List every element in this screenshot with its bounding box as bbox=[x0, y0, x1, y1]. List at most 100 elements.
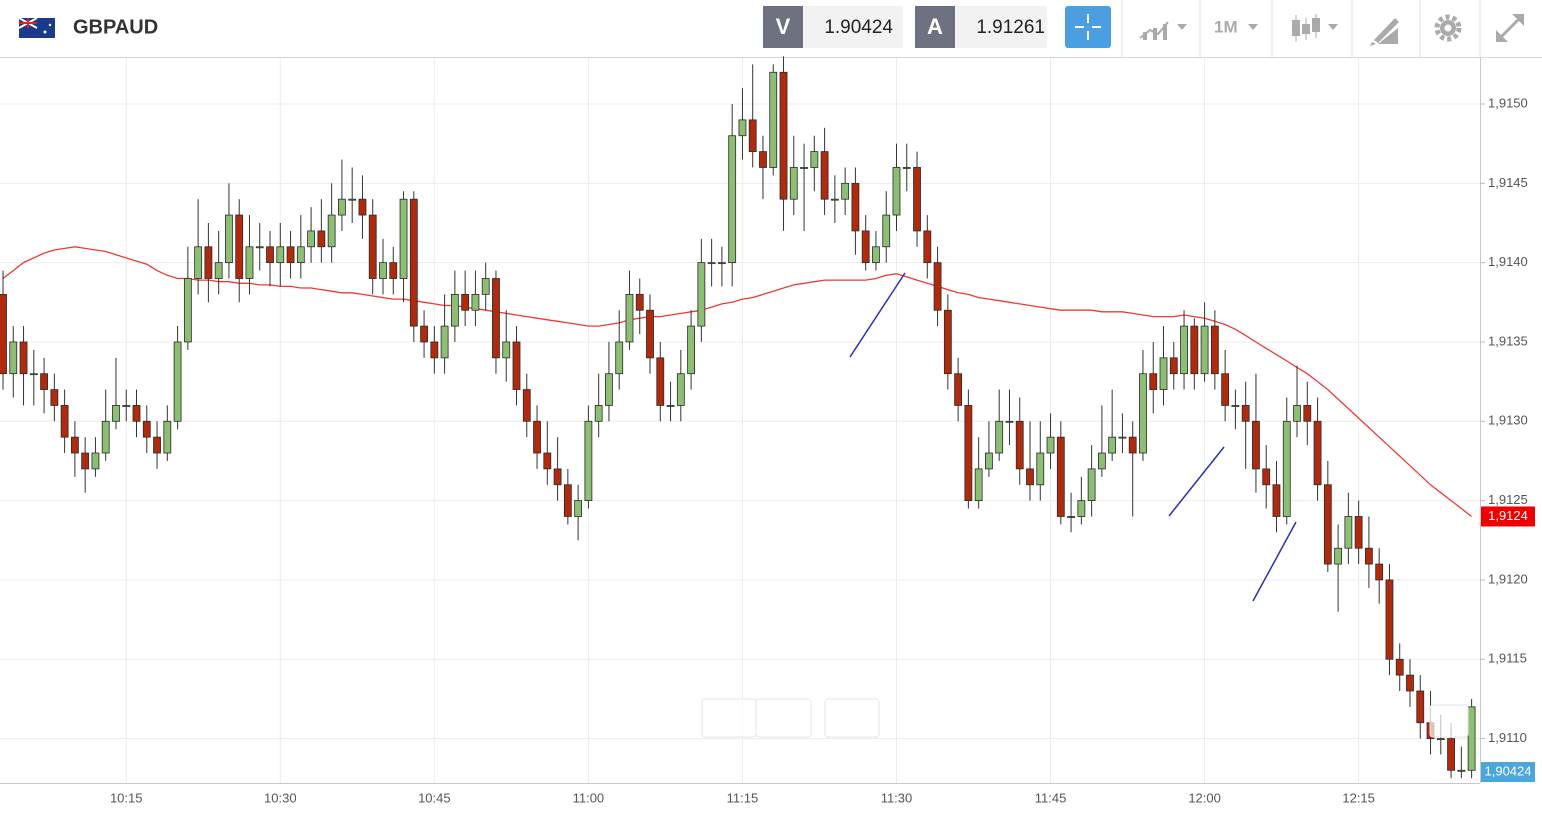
candle-body bbox=[728, 135, 737, 264]
x-tick-label: 10:45 bbox=[418, 790, 451, 805]
moving-average bbox=[2, 246, 1472, 518]
candle-body bbox=[861, 230, 870, 264]
candle-body bbox=[0, 293, 7, 375]
candle-body bbox=[964, 405, 973, 502]
candle-body bbox=[461, 293, 470, 311]
faded-controls bbox=[701, 698, 1469, 738]
sell-price: 1.90424 bbox=[824, 17, 893, 38]
candle-style-button[interactable] bbox=[1292, 14, 1338, 42]
toolbar-separators bbox=[1121, 0, 1481, 57]
candle-body bbox=[1436, 738, 1445, 740]
candle-body bbox=[255, 246, 264, 249]
candle-body bbox=[1385, 579, 1394, 660]
candle-body bbox=[235, 214, 244, 279]
timeframe-button[interactable]: 1M bbox=[1214, 17, 1238, 36]
y-tick-label: 1,9145 bbox=[1488, 175, 1528, 190]
candle-body bbox=[142, 420, 151, 438]
candle-body bbox=[759, 151, 767, 168]
x-tick-label: 11:15 bbox=[727, 790, 759, 805]
candle-body bbox=[266, 246, 274, 264]
candle-body bbox=[954, 373, 963, 406]
candle-body bbox=[769, 71, 778, 168]
drawing-button[interactable] bbox=[1370, 18, 1399, 46]
candle-body bbox=[296, 246, 305, 264]
candle-body bbox=[1354, 516, 1363, 549]
last-price-label: 1,90424 bbox=[1485, 763, 1532, 778]
candle-body bbox=[60, 405, 69, 438]
candle-body bbox=[1334, 547, 1342, 565]
candle-body bbox=[317, 230, 326, 248]
candle-body bbox=[882, 214, 891, 248]
candle-body bbox=[379, 262, 387, 279]
candle-body bbox=[194, 246, 203, 279]
candle-body bbox=[450, 293, 459, 327]
candle-body bbox=[1200, 325, 1209, 375]
candle-body bbox=[738, 119, 747, 137]
settings-button[interactable] bbox=[1434, 14, 1462, 42]
candle-body bbox=[707, 262, 716, 265]
x-tick-label: 11:45 bbox=[1035, 790, 1067, 805]
candle-body bbox=[851, 182, 860, 232]
candle-body bbox=[502, 341, 511, 359]
sell-button[interactable] bbox=[763, 6, 803, 48]
candle-body bbox=[923, 230, 932, 264]
candle-body bbox=[1241, 405, 1250, 422]
candle-body bbox=[1467, 706, 1476, 771]
candle-body bbox=[481, 278, 490, 295]
candle-body bbox=[420, 325, 428, 343]
candle-body bbox=[1221, 373, 1230, 406]
candle-body bbox=[584, 420, 593, 502]
candle-body bbox=[173, 341, 182, 422]
candle-body bbox=[29, 373, 38, 376]
candle-body bbox=[358, 198, 367, 216]
candle-body bbox=[1118, 436, 1127, 439]
candle-body bbox=[70, 436, 79, 454]
candle-body bbox=[666, 405, 675, 407]
buy-price-box[interactable] bbox=[955, 6, 1047, 48]
candle-body bbox=[112, 405, 120, 422]
y-tick-label: 1,9130 bbox=[1488, 413, 1528, 428]
candle-body bbox=[533, 420, 541, 454]
candle-body bbox=[800, 167, 808, 169]
candle-body bbox=[872, 246, 880, 264]
chart-style-button[interactable] bbox=[1139, 21, 1187, 40]
candle-body bbox=[1046, 436, 1055, 454]
fullscreen-button[interactable] bbox=[1496, 14, 1524, 42]
candle-body bbox=[1005, 420, 1014, 423]
candle-body bbox=[19, 341, 28, 375]
candle-body bbox=[9, 341, 18, 375]
axes: 1,9110 1,9115 1,9120 1,9125 1,9130 1,9135 1,91… bbox=[110, 95, 1528, 805]
candle-body bbox=[656, 357, 665, 406]
candle-body bbox=[1262, 468, 1271, 486]
sell-price-box[interactable] bbox=[803, 6, 903, 48]
y-tick-label: 1,9110 bbox=[1488, 730, 1527, 745]
candle-body bbox=[163, 420, 172, 454]
x-tick-label: 10:15 bbox=[110, 790, 143, 805]
x-tick-label: 12:00 bbox=[1188, 790, 1221, 805]
candle-body bbox=[245, 246, 254, 279]
candle-body bbox=[1077, 500, 1086, 517]
candle-body bbox=[1108, 436, 1117, 454]
candle-body bbox=[943, 309, 952, 375]
buy-button[interactable] bbox=[915, 6, 955, 48]
x-tick-label: 12:15 bbox=[1342, 790, 1375, 805]
candle-body bbox=[1015, 420, 1024, 470]
candle-body bbox=[676, 373, 685, 406]
candle-body bbox=[625, 293, 634, 343]
moving-average-layer bbox=[2, 246, 1472, 518]
candle-body bbox=[985, 452, 993, 470]
crosshair-button[interactable] bbox=[1065, 6, 1111, 48]
candle-body bbox=[1169, 357, 1178, 375]
x-tick-label: 11:30 bbox=[881, 790, 913, 805]
buy-label: A bbox=[927, 14, 943, 39]
timeframe-caret bbox=[1248, 24, 1258, 30]
y-tick-label: 1,9120 bbox=[1488, 571, 1528, 586]
candle-body bbox=[101, 420, 110, 454]
candle-body bbox=[307, 230, 316, 248]
candle-body bbox=[1375, 563, 1384, 581]
candle-body bbox=[40, 373, 48, 390]
candle-body bbox=[646, 309, 654, 359]
candle-body bbox=[594, 405, 603, 422]
candle-body bbox=[204, 246, 213, 279]
